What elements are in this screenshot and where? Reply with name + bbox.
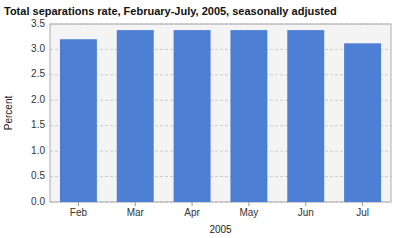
plot-area <box>50 24 391 202</box>
y-tick-label: 3.0 <box>31 43 45 54</box>
y-axis-label: Percent <box>3 96 14 131</box>
grid-line <box>50 74 391 75</box>
bar <box>117 30 154 202</box>
x-tick-label: Apr <box>184 207 200 218</box>
grid-line <box>50 100 391 101</box>
y-tick-label: 3.5 <box>31 18 45 29</box>
title: Total separations rate, February-July, 2… <box>4 5 337 17</box>
chart: 0.0 0.5 1.0 1.5 2.0 2.5 3.0 3.5 Feb Mar Apr May Jun J… <box>0 0 401 238</box>
y-tick-label: 1.0 <box>31 145 45 156</box>
x-axis-label: 2005 <box>209 224 232 235</box>
x-tick <box>248 202 249 206</box>
x-tick <box>135 202 136 206</box>
x-tick <box>362 202 363 206</box>
bar <box>344 43 381 202</box>
x-tick-label: Feb <box>70 207 88 218</box>
axes: 0.0 0.5 1.0 1.5 2.0 2.5 3.0 3.5 Feb Mar Apr May Jun J… <box>31 18 391 218</box>
page: {"chart_data": {"type": "bar", "title": … <box>0 0 401 238</box>
x-tick <box>305 202 306 206</box>
bar <box>287 30 324 202</box>
plot-frame <box>50 24 391 202</box>
grid-line <box>50 49 391 50</box>
grid-line <box>50 151 391 152</box>
x-tick-label: Jun <box>298 207 314 218</box>
bar <box>230 30 267 202</box>
x-tick-label: Jul <box>356 207 369 218</box>
grid-line <box>50 176 391 177</box>
x-tick <box>192 202 193 206</box>
x-tick <box>78 202 79 206</box>
y-tick-label: 0.0 <box>31 196 45 207</box>
grid <box>50 24 391 202</box>
x-tick-label: Mar <box>127 207 145 218</box>
x-tick-label: May <box>239 207 258 218</box>
y-tick-label: 2.5 <box>31 68 45 79</box>
bar <box>60 39 97 202</box>
bars <box>60 30 381 202</box>
y-tick-label: 0.5 <box>31 170 45 181</box>
y-tick-label: 1.5 <box>31 119 45 130</box>
y-tick-label: 2.0 <box>31 94 45 105</box>
bar <box>174 30 211 202</box>
grid-line <box>50 125 391 126</box>
